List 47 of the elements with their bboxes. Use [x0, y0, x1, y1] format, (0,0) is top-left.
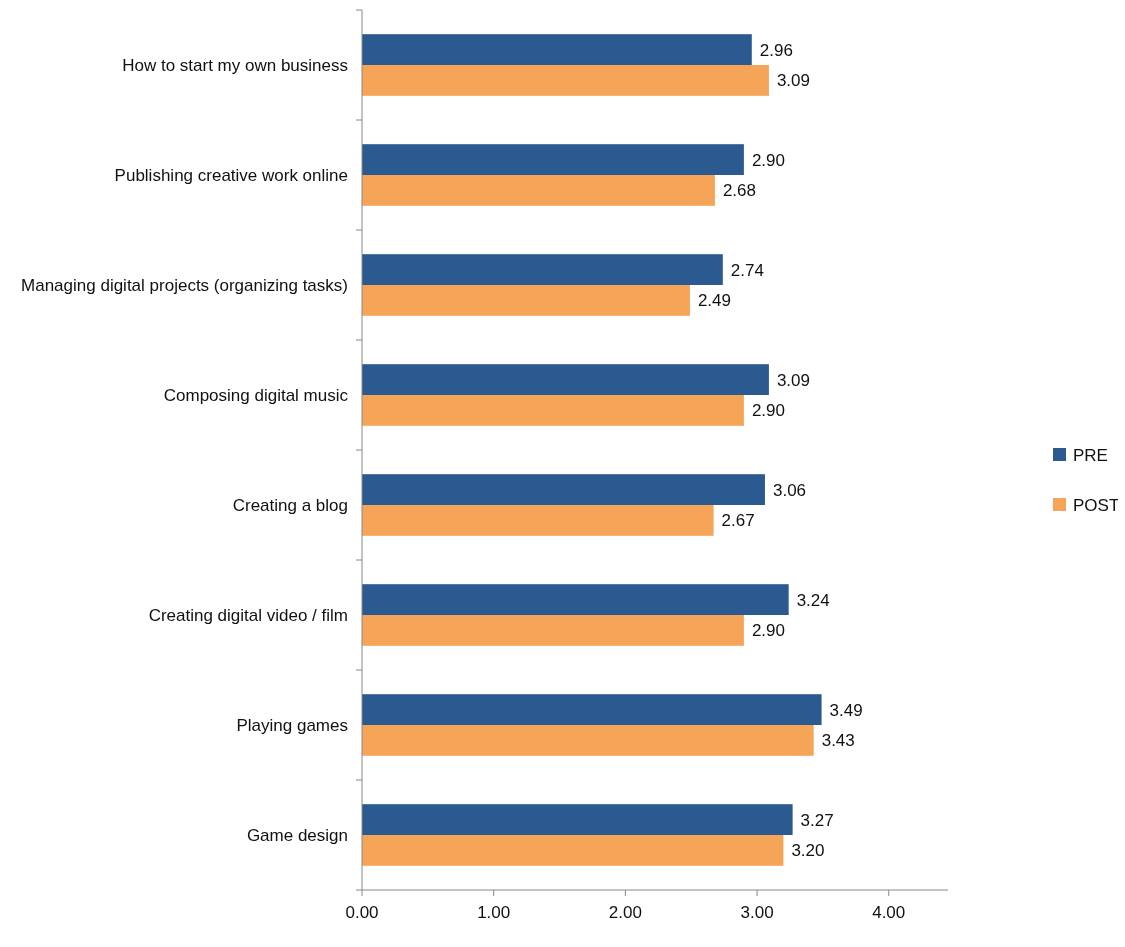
data-label: 3.06	[772, 480, 807, 500]
x-tick-label: 0.00	[345, 903, 379, 922]
bar	[362, 474, 765, 505]
bar	[362, 144, 744, 175]
bar	[362, 804, 793, 835]
bar	[362, 835, 784, 866]
bar	[362, 175, 715, 206]
x-tick-label: 1.00	[477, 903, 511, 922]
y-tick-label: Game design	[246, 825, 348, 845]
x-tick-label: 3.00	[740, 903, 774, 922]
y-tick-label: Playing games	[236, 715, 348, 735]
bar	[362, 65, 769, 96]
data-label: 3.24	[796, 590, 830, 610]
data-label: 2.68	[722, 181, 757, 201]
bar	[362, 694, 822, 725]
legend-label: POST	[1073, 495, 1120, 515]
legend-label: PRE	[1073, 445, 1108, 465]
y-tick-label: Publishing creative work online	[114, 165, 348, 185]
x-tick-label: 4.00	[872, 903, 906, 922]
y-tick-label: Managing digital projects (organizing tasks)	[21, 275, 348, 295]
y-tick-label: How to start my own business	[122, 55, 348, 75]
data-label: 3.27	[800, 810, 834, 830]
data-label: 2.67	[721, 511, 755, 531]
bar	[362, 34, 752, 65]
data-label: 2.96	[759, 40, 793, 60]
bar	[362, 254, 723, 285]
data-label: 3.09	[776, 370, 810, 390]
data-label: 3.49	[829, 700, 863, 720]
y-tick-label: Creating a blog	[232, 495, 348, 515]
data-label: 2.90	[751, 401, 785, 421]
bar	[362, 285, 690, 316]
y-tick-label: Creating digital video / film	[148, 605, 348, 625]
bar	[362, 615, 744, 646]
bar	[362, 725, 814, 756]
bar	[362, 505, 714, 536]
y-tick-label: Composing digital music	[163, 385, 349, 405]
x-tick-label: 2.00	[608, 903, 642, 922]
bar	[362, 364, 769, 395]
data-label: 2.90	[751, 621, 785, 641]
data-label: 3.09	[776, 71, 810, 91]
data-label: 2.90	[751, 150, 785, 170]
data-label: 2.49	[697, 291, 731, 311]
data-label: 3.20	[791, 841, 825, 861]
data-label: 3.43	[821, 731, 855, 751]
data-label: 2.74	[730, 260, 764, 280]
bar	[362, 584, 789, 615]
bar	[362, 395, 744, 426]
